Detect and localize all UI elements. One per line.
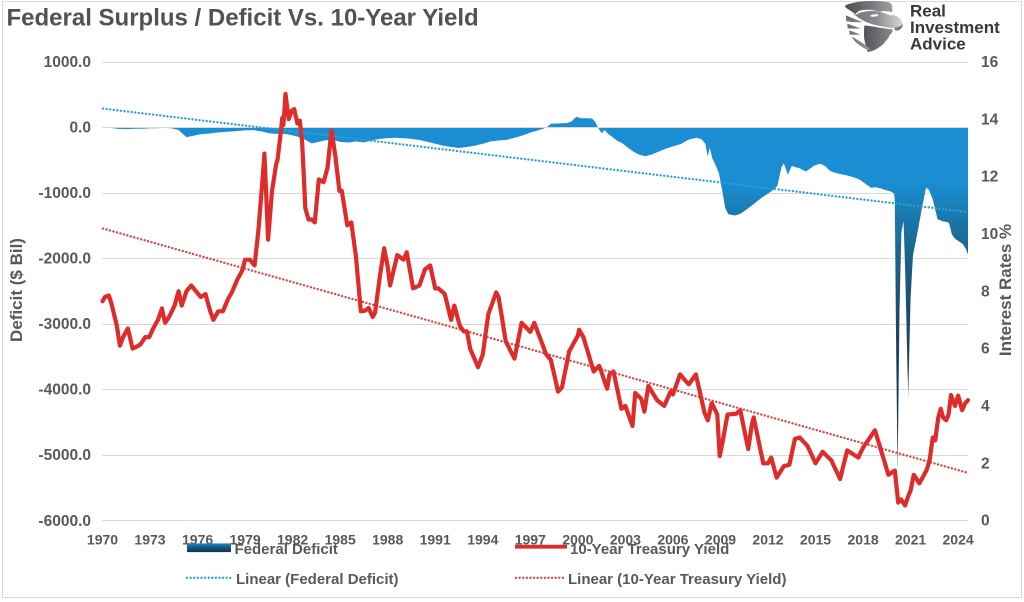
- svg-text:-1000.0: -1000.0: [38, 185, 91, 202]
- svg-text:Linear (10-Year Treasury Yield: Linear (10-Year Treasury Yield): [568, 571, 786, 588]
- svg-text:6: 6: [981, 341, 990, 358]
- svg-text:16: 16: [981, 54, 999, 71]
- svg-text:10-Year Treasury Yield: 10-Year Treasury Yield: [570, 541, 729, 558]
- svg-text:Advice: Advice: [910, 35, 966, 54]
- svg-text:1988: 1988: [372, 532, 403, 548]
- svg-text:Real: Real: [910, 2, 946, 21]
- svg-text:8: 8: [981, 283, 990, 300]
- svg-text:Federal Surplus / Deficit Vs.: Federal Surplus / Deficit Vs. 10-Year Yi…: [7, 5, 479, 32]
- svg-text:1985: 1985: [325, 532, 356, 548]
- svg-text:10: 10: [981, 226, 998, 243]
- svg-text:Federal Deficit: Federal Deficit: [235, 541, 338, 558]
- svg-text:2018: 2018: [848, 532, 879, 548]
- svg-text:12: 12: [981, 169, 998, 186]
- svg-text:1997: 1997: [515, 532, 546, 548]
- svg-text:2015: 2015: [800, 532, 831, 548]
- svg-text:-2000.0: -2000.0: [38, 251, 91, 268]
- svg-text:1970: 1970: [87, 532, 118, 548]
- svg-text:Interest Rates %: Interest Rates %: [996, 224, 1015, 356]
- svg-text:2006: 2006: [657, 532, 688, 548]
- svg-text:-4000.0: -4000.0: [38, 382, 91, 399]
- svg-text:-3000.0: -3000.0: [38, 316, 91, 333]
- svg-text:0: 0: [981, 513, 990, 530]
- svg-text:2024: 2024: [943, 532, 974, 548]
- svg-text:1982: 1982: [277, 532, 308, 548]
- svg-text:2009: 2009: [705, 532, 736, 548]
- svg-text:0.0: 0.0: [69, 119, 91, 136]
- svg-text:1973: 1973: [134, 532, 165, 548]
- svg-text:1994: 1994: [467, 532, 498, 548]
- svg-text:1979: 1979: [230, 532, 261, 548]
- svg-text:Linear (Federal Deficit): Linear (Federal Deficit): [236, 571, 399, 588]
- svg-text:-6000.0: -6000.0: [38, 513, 91, 530]
- svg-text:14: 14: [981, 111, 999, 128]
- svg-text:Deficit ($ Bil): Deficit ($ Bil): [7, 238, 26, 342]
- svg-text:4: 4: [981, 398, 990, 415]
- svg-text:2: 2: [981, 455, 990, 472]
- svg-text:-5000.0: -5000.0: [38, 447, 91, 464]
- svg-text:2000: 2000: [562, 532, 593, 548]
- svg-text:1000.0: 1000.0: [44, 54, 91, 71]
- svg-text:1991: 1991: [420, 532, 451, 548]
- svg-text:2021: 2021: [895, 532, 926, 548]
- svg-text:2003: 2003: [610, 532, 641, 548]
- svg-text:Investment: Investment: [910, 18, 1000, 37]
- svg-text:2012: 2012: [752, 532, 783, 548]
